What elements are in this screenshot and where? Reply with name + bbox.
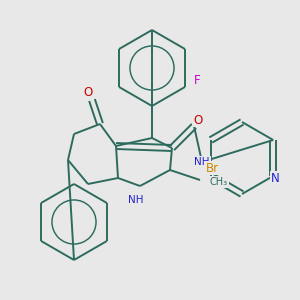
Text: F: F <box>194 74 200 88</box>
Text: CH₃: CH₃ <box>210 177 228 187</box>
Text: Br: Br <box>206 161 219 175</box>
Text: NH: NH <box>128 195 144 205</box>
Text: NH: NH <box>194 157 210 167</box>
Text: N: N <box>271 172 280 184</box>
Text: O: O <box>83 86 93 100</box>
Text: O: O <box>194 113 202 127</box>
